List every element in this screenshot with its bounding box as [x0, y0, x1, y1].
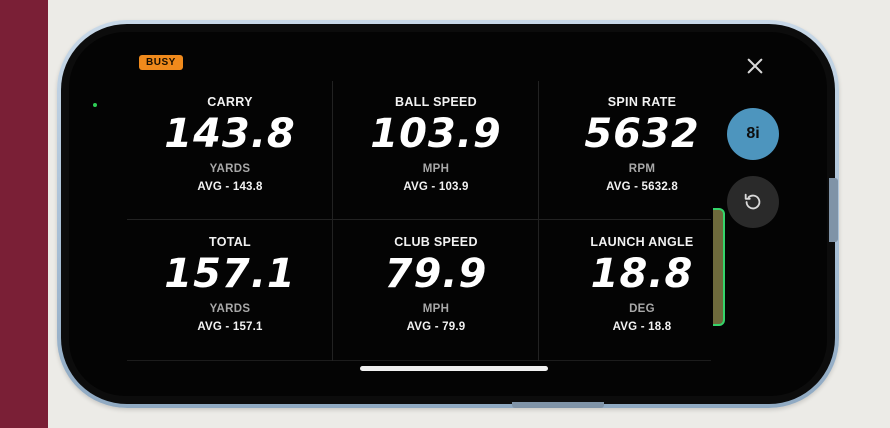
metric-ball-speed: BALL SPEED 103.9 MPH AVG - 103.9 [333, 81, 539, 219]
metric-value: 5632 [584, 111, 700, 157]
metric-unit: YARDS [209, 163, 251, 175]
grid-divider [127, 360, 711, 361]
metric-average: AVG - 103.9 [403, 181, 469, 193]
metric-average: AVG - 18.8 [612, 321, 672, 333]
metrics-grid: CARRY 143.8 YARDS AVG - 143.8 BALL SPEED… [127, 81, 711, 361]
club-label: 8i [746, 125, 760, 142]
phone-side-button [829, 178, 838, 242]
metric-average: AVG - 5632.8 [606, 181, 678, 193]
metric-unit: RPM [628, 163, 656, 175]
metric-value: 157.1 [164, 251, 296, 297]
metric-carry: CARRY 143.8 YARDS AVG - 143.8 [127, 81, 333, 219]
grid-divider [332, 81, 333, 361]
metric-value: 18.8 [590, 251, 694, 297]
status-badge: BUSY [139, 55, 183, 70]
camera-indicator-dot [93, 103, 97, 107]
app-screen: BUSY CARRY 143.8 YARDS AVG - 143.8 BALL … [69, 32, 827, 396]
background-strip [0, 0, 48, 428]
metric-club-speed: CLUB SPEED 79.9 MPH AVG - 79.9 [333, 221, 539, 359]
phone-volume-button [512, 402, 604, 408]
grid-divider [127, 219, 711, 220]
club-select-button[interactable]: 8i [727, 108, 779, 160]
grid-divider [538, 81, 539, 361]
metric-label: CARRY [207, 95, 253, 109]
drawer-handle-tab[interactable] [713, 208, 725, 326]
metric-label: BALL SPEED [395, 95, 477, 109]
metric-value: 143.8 [164, 111, 296, 157]
metric-spin-rate: SPIN RATE 5632 RPM AVG - 5632.8 [539, 81, 745, 219]
metric-average: AVG - 157.1 [197, 321, 263, 333]
home-indicator[interactable] [360, 366, 548, 371]
metric-unit: DEG [629, 303, 655, 315]
metric-unit: MPH [422, 303, 450, 315]
metric-label: SPIN RATE [607, 95, 677, 109]
metric-value: 79.9 [384, 251, 488, 297]
metric-total: TOTAL 157.1 YARDS AVG - 157.1 [127, 221, 333, 359]
metric-unit: YARDS [209, 303, 251, 315]
metric-launch-angle: LAUNCH ANGLE 18.8 DEG AVG - 18.8 [539, 221, 745, 359]
metric-label: CLUB SPEED [394, 235, 478, 249]
metric-average: AVG - 143.8 [197, 181, 263, 193]
close-icon[interactable] [745, 56, 765, 76]
metric-unit: MPH [422, 163, 450, 175]
reset-icon [744, 193, 761, 210]
metric-average: AVG - 79.9 [406, 321, 466, 333]
metric-label: LAUNCH ANGLE [590, 235, 694, 249]
metric-value: 103.9 [370, 111, 502, 157]
metric-label: TOTAL [208, 235, 251, 249]
reset-button[interactable] [727, 176, 779, 228]
